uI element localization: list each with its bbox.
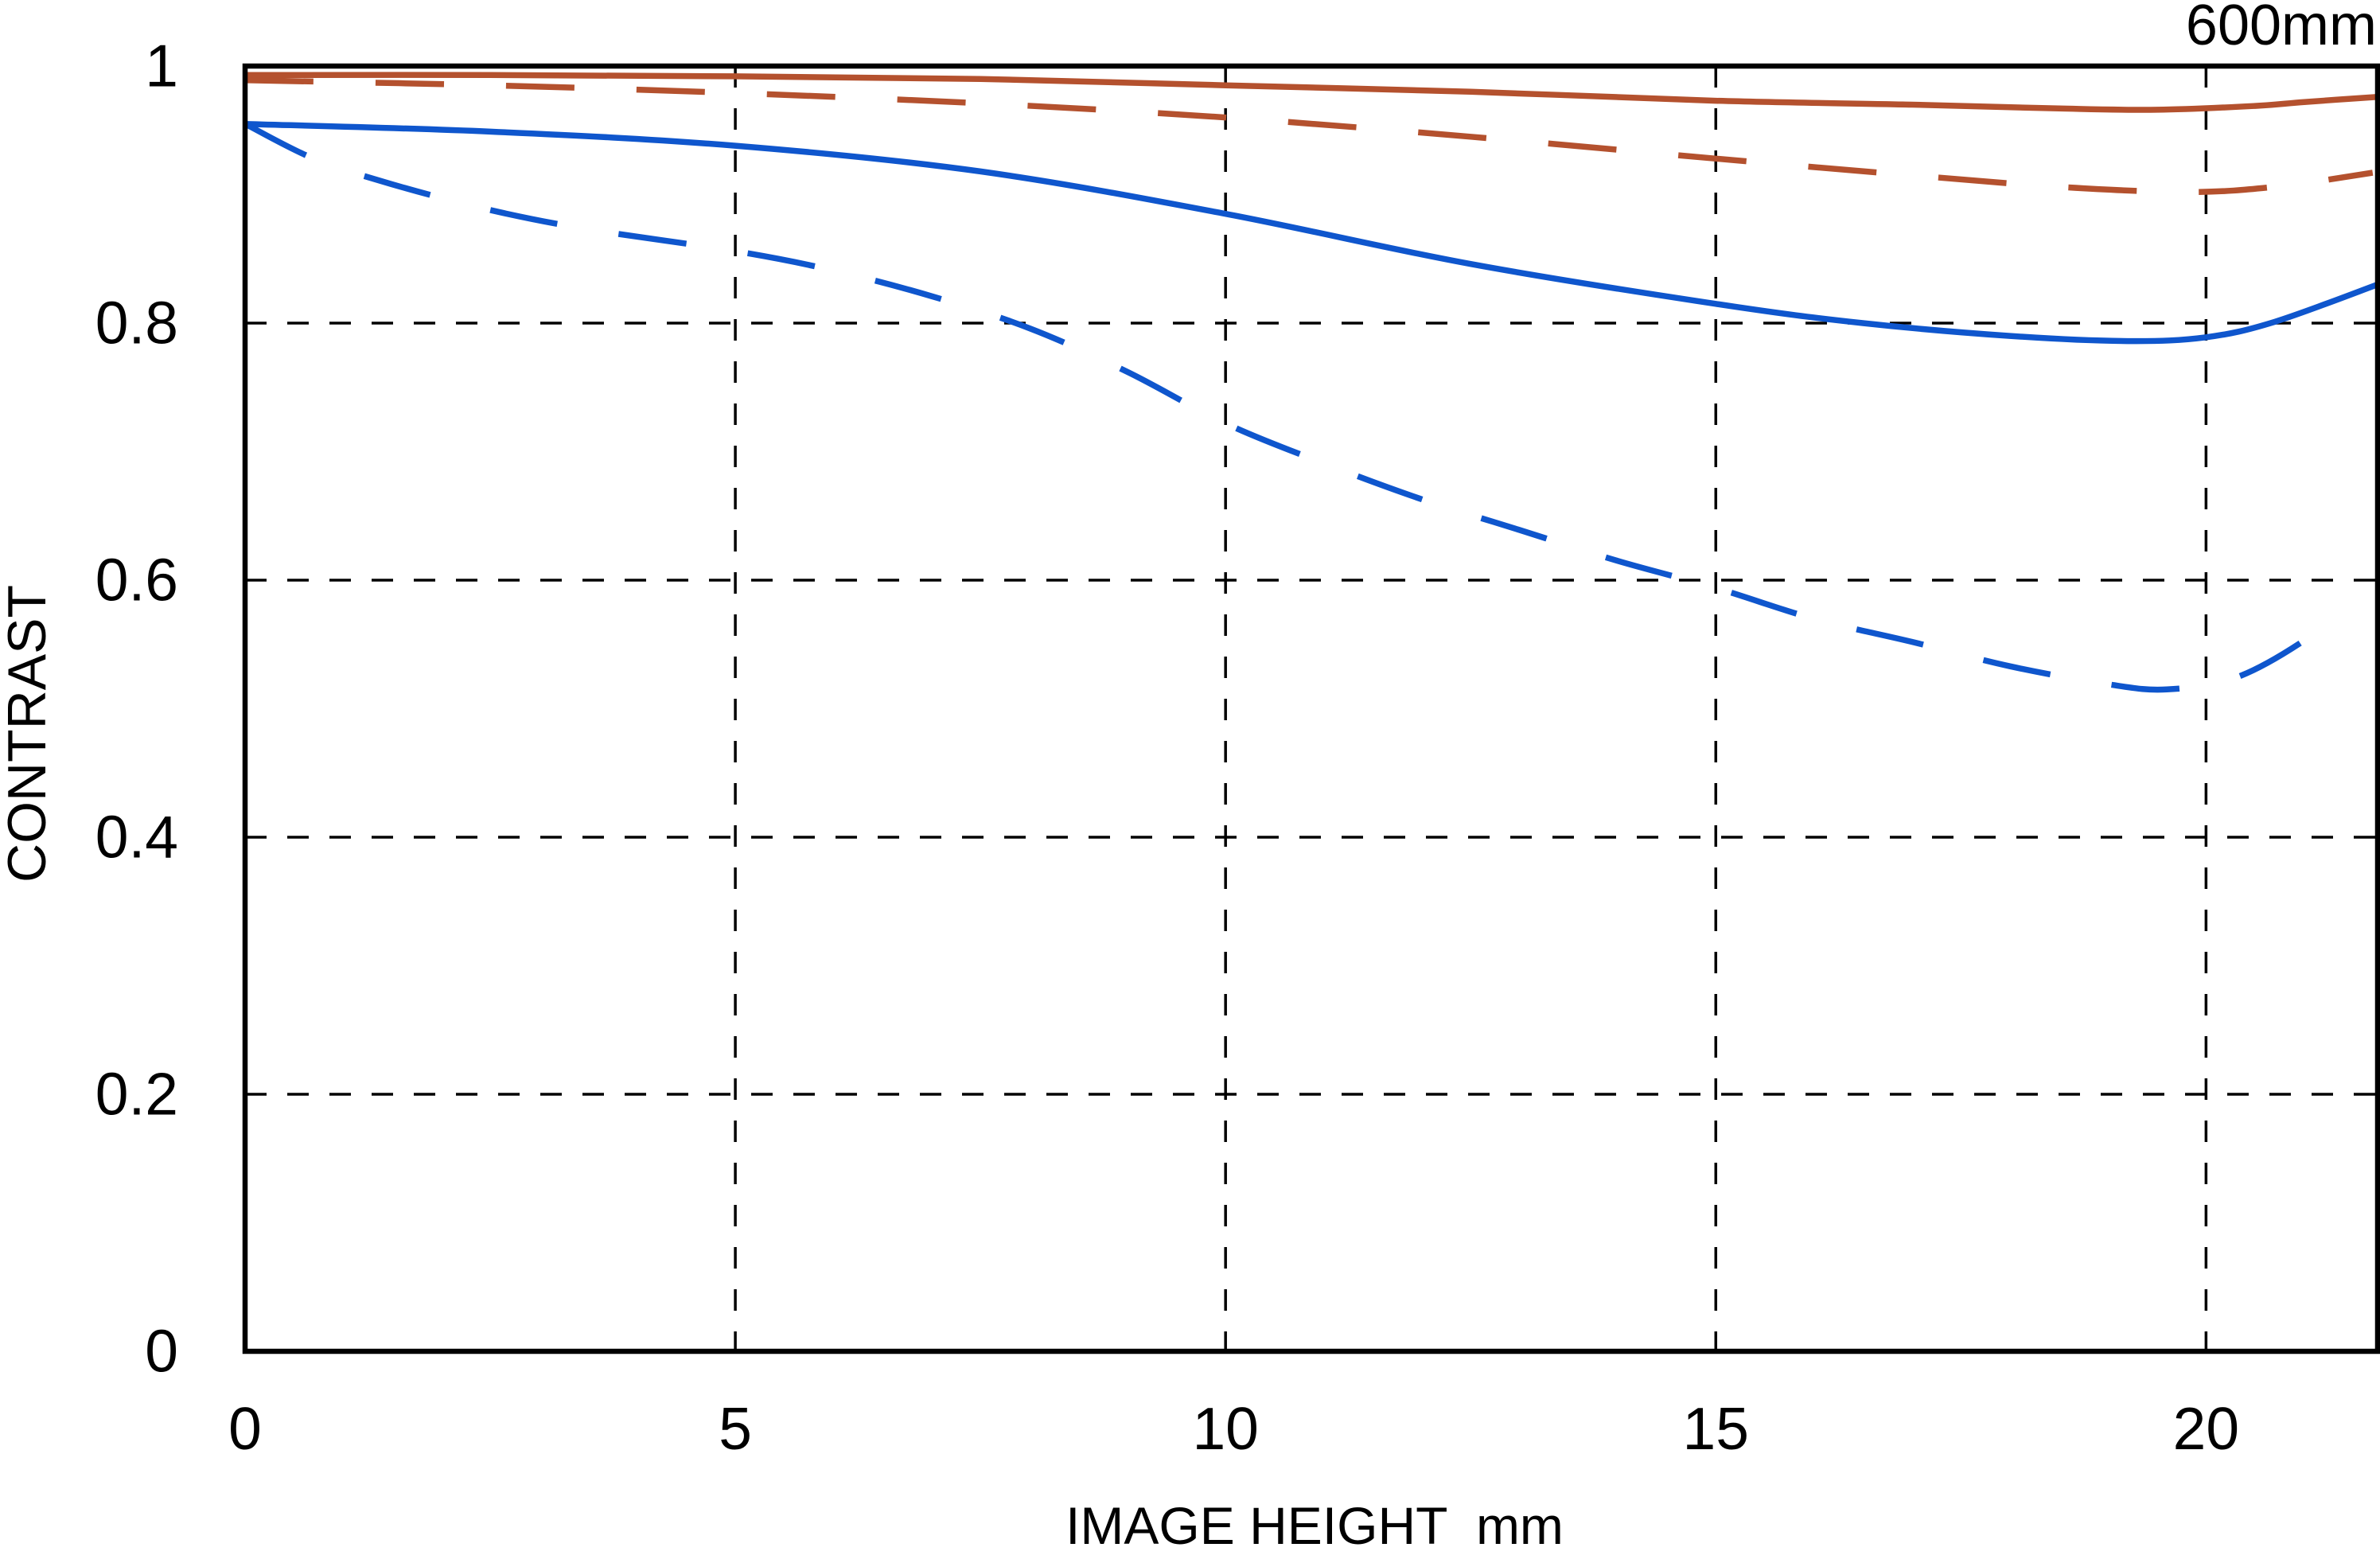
- y-tick-label: 0: [145, 1317, 178, 1385]
- chart-title: 600mm: [2185, 0, 2377, 57]
- x-tick-label: 20: [2172, 1395, 2240, 1462]
- curve-red-solid: [244, 72, 2378, 113]
- x-axis-title: IMAGE HEIGHT mm: [1065, 1496, 1564, 1555]
- x-tick-label: 15: [1682, 1395, 1749, 1462]
- y-tick-label: 0.4: [95, 803, 178, 871]
- x-tick-label: 10: [1192, 1395, 1259, 1462]
- x-tick-label: 5: [719, 1395, 752, 1462]
- y-tick-label: 1: [145, 32, 178, 99]
- plot-border: [242, 63, 2380, 1354]
- x-tick-label: 0: [228, 1395, 262, 1462]
- y-tick-label: 0.8: [95, 289, 178, 357]
- curve-blue-dashed: [243, 121, 2336, 693]
- curve-blue-solid: [244, 120, 2379, 345]
- y-tick-label: 0.6: [95, 546, 178, 614]
- curve-red-dashed: [244, 77, 2374, 196]
- y-tick-label: 0.2: [95, 1060, 178, 1128]
